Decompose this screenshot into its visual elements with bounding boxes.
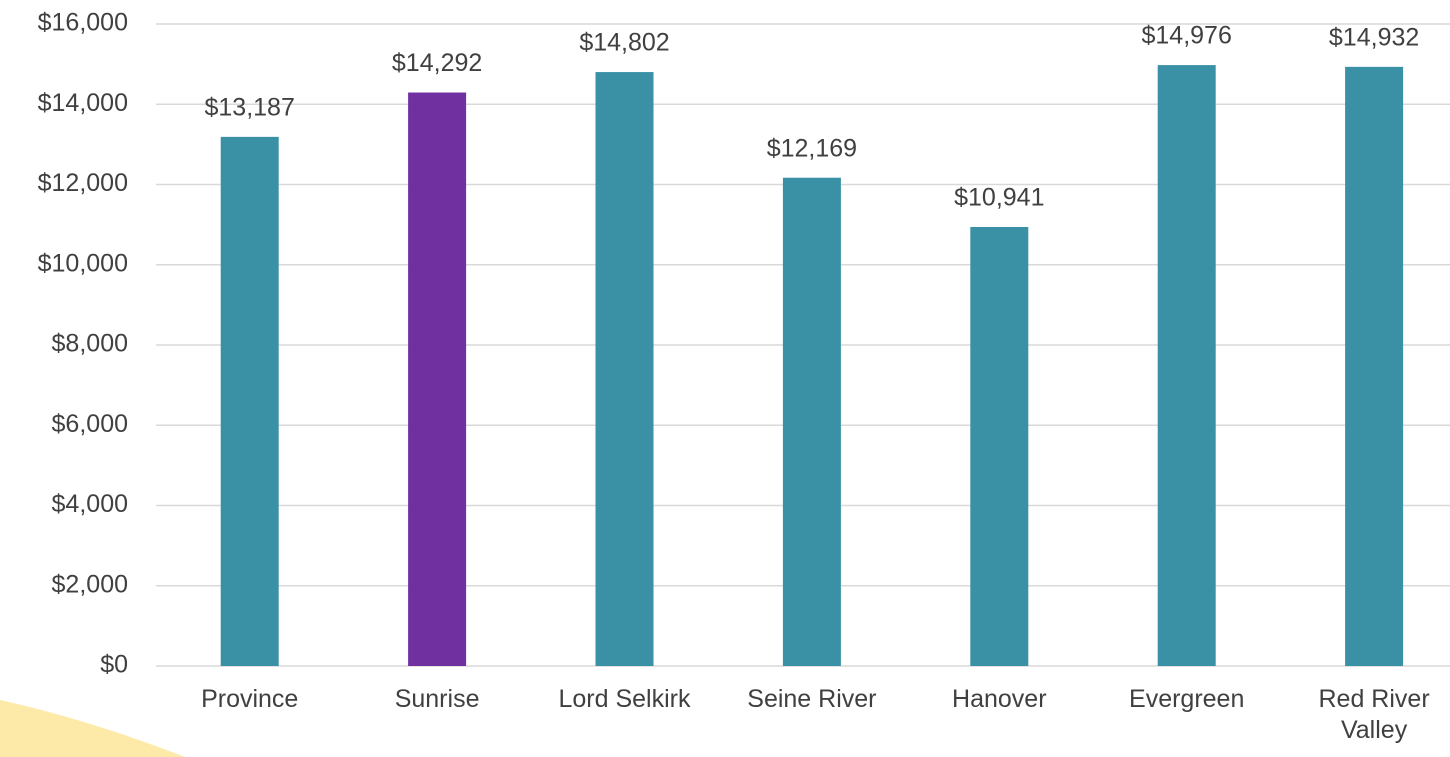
x-tick-label: Sunrise: [394, 685, 480, 713]
x-tick-label: Province: [201, 685, 299, 713]
y-tick-label: $8,000: [52, 330, 128, 358]
value-label: $12,169: [767, 134, 857, 162]
bar: [1345, 66, 1404, 666]
bar: [1157, 65, 1216, 666]
bar: [595, 72, 654, 666]
x-tick-label: Lord Selkirk: [558, 685, 691, 713]
x-tick-label: Hanover: [952, 685, 1047, 713]
bar: [782, 177, 841, 666]
bar: [408, 92, 467, 666]
y-tick-label: $14,000: [38, 89, 128, 117]
value-label: $14,292: [392, 49, 482, 77]
value-label: $13,187: [205, 93, 295, 121]
value-label: $14,932: [1329, 23, 1419, 51]
decoration: [0, 700, 185, 757]
y-tick-label: $4,000: [52, 490, 128, 518]
value-label: $10,941: [954, 184, 1044, 212]
x-tick-label: Red River Valley: [1318, 685, 1430, 744]
bar: [970, 226, 1029, 666]
y-tick-label: $6,000: [52, 410, 128, 438]
value-label: $14,976: [1142, 22, 1232, 50]
y-tick-label: $2,000: [52, 570, 128, 598]
x-tick-label: Seine River: [747, 685, 877, 713]
bar: [220, 136, 279, 666]
y-tick-label: $10,000: [38, 249, 128, 277]
y-tick-label: $12,000: [38, 169, 128, 197]
y-tick-label: $0: [100, 651, 128, 679]
value-label: $14,802: [579, 29, 669, 57]
x-tick-label: Evergreen: [1129, 685, 1245, 713]
y-tick-label: $16,000: [38, 9, 128, 37]
